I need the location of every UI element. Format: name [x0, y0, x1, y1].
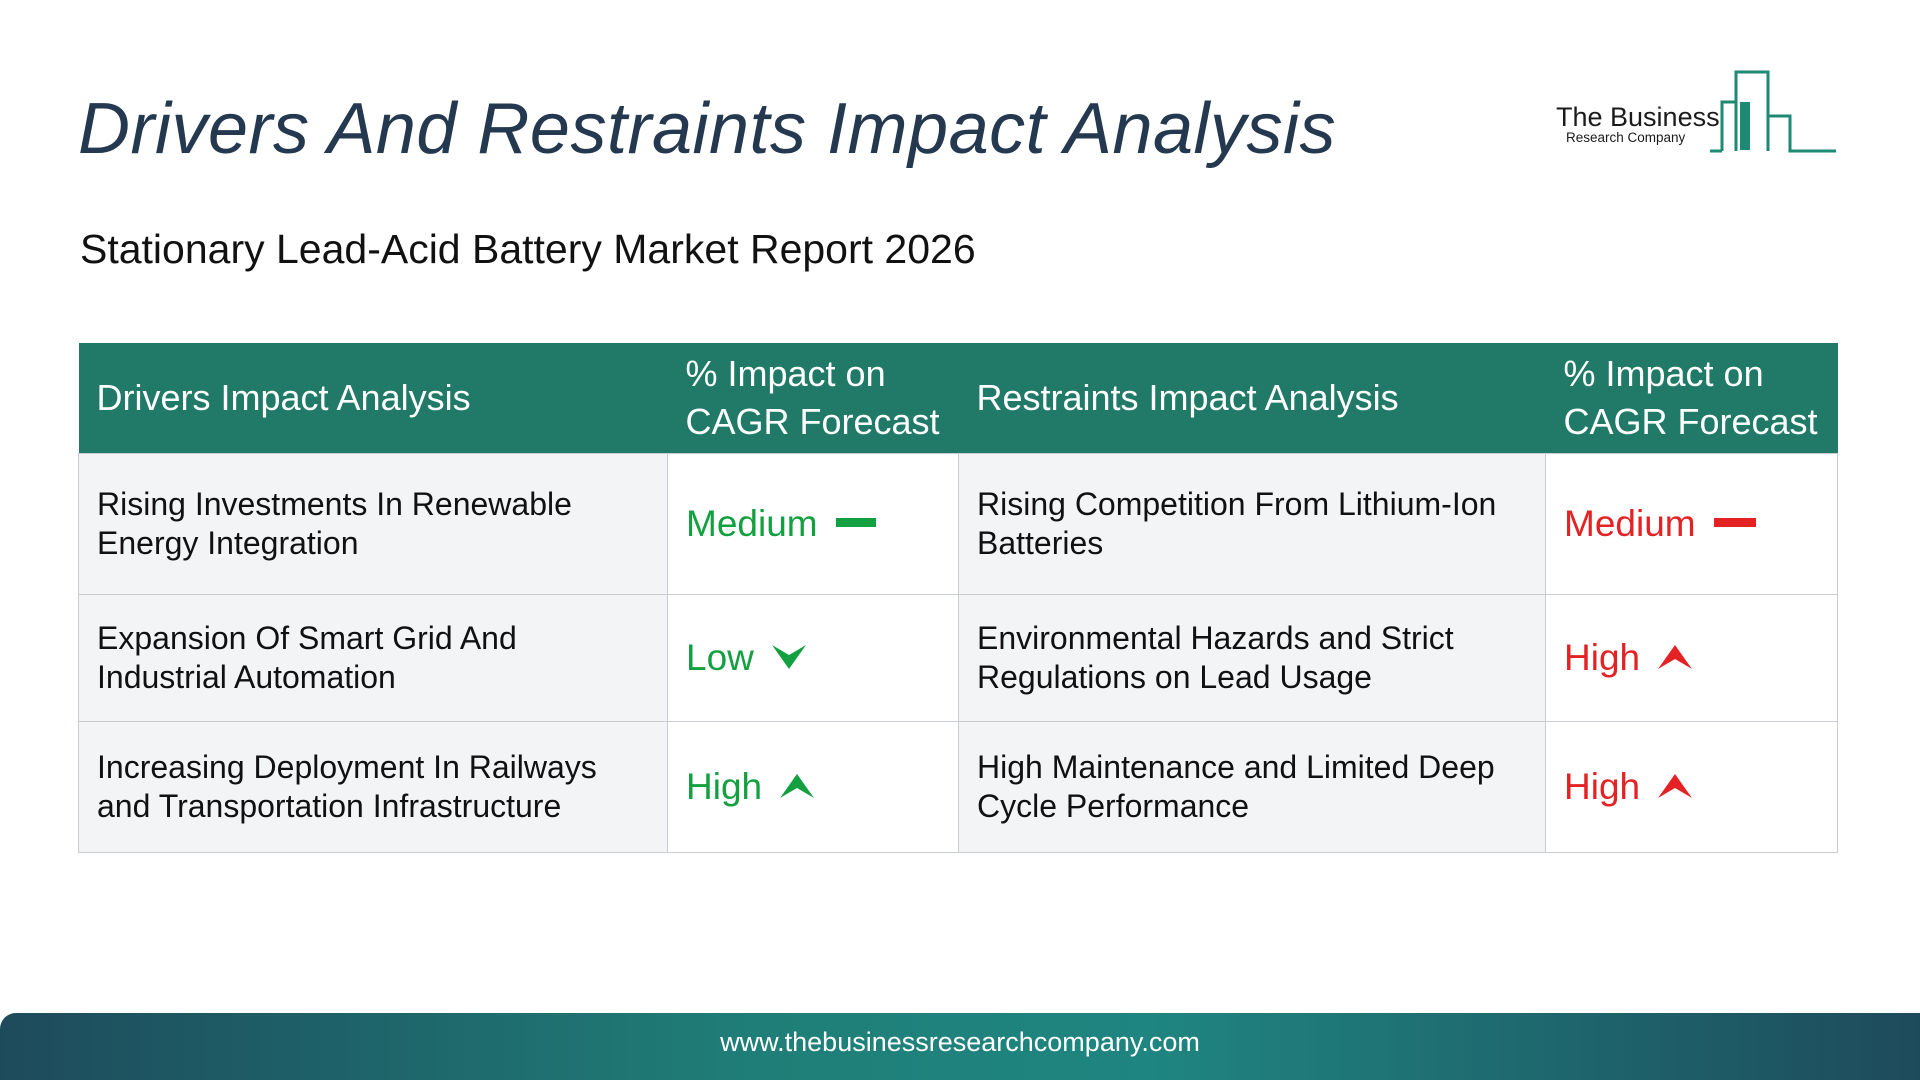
restraint-impact-cell: High: [1545, 594, 1838, 722]
arrow-down-icon: [771, 645, 806, 669]
page-title: Drivers And Restraints Impact Analysis: [78, 89, 1337, 169]
table-row: Rising Investments In Renewable Energy I…: [78, 453, 1838, 595]
dash-icon: [1713, 518, 1756, 527]
logo-buildings-icon: [1710, 70, 1836, 153]
arrow-up-icon: [1658, 774, 1693, 798]
impact-table: Drivers Impact Analysis % Impact on CAGR…: [78, 343, 1838, 853]
logo-tagline: Research Company: [1566, 130, 1686, 145]
impact-level-label: High: [1564, 636, 1641, 678]
dash-icon: [835, 518, 876, 527]
driver-cell: Expansion Of Smart Grid And Industrial A…: [78, 594, 668, 722]
arrow-up-icon: [780, 774, 815, 798]
driver-cell: Increasing Deployment In Railways and Tr…: [78, 721, 668, 853]
restraint-impact-cell: Medium: [1545, 453, 1838, 595]
restraint-impact-cell: High: [1545, 721, 1838, 853]
company-logo: The Business Research Company: [1550, 66, 1840, 156]
impact-level-label: Medium: [1564, 502, 1696, 544]
impact-level: Medium: [1564, 504, 1756, 543]
header-restraints: Restraints Impact Analysis: [958, 343, 1546, 454]
header-drivers: Drivers Impact Analysis: [78, 343, 668, 454]
restraint-cell: Rising Competition From Lithium-Ion Batt…: [958, 453, 1546, 595]
restraint-cell: High Maintenance and Limited Deep Cycle …: [958, 721, 1546, 853]
impact-level-label: Low: [686, 636, 754, 678]
impact-level: Medium: [686, 504, 876, 543]
driver-impact-cell: Low: [667, 594, 959, 722]
impact-level: Low: [686, 638, 806, 677]
impact-level-label: High: [686, 765, 763, 807]
driver-cell: Rising Investments In Renewable Energy I…: [78, 453, 668, 595]
header-drivers-impact: % Impact on CAGR Forecast: [667, 343, 959, 454]
table-header-row: Drivers Impact Analysis % Impact on CAGR…: [78, 343, 1838, 454]
impact-level: High: [1564, 765, 1693, 807]
driver-impact-cell: High: [667, 721, 959, 853]
impact-level: High: [686, 765, 815, 807]
table-row: Expansion Of Smart Grid And Industrial A…: [78, 594, 1838, 722]
report-subtitle: Stationary Lead-Acid Battery Market Repo…: [80, 226, 976, 272]
impact-level: High: [1564, 636, 1693, 678]
impact-level-label: Medium: [686, 502, 818, 544]
restraint-cell: Environmental Hazards and Strict Regulat…: [958, 594, 1546, 722]
arrow-up-icon: [1658, 645, 1693, 669]
impact-level-label: High: [1564, 765, 1641, 807]
driver-impact-cell: Medium: [667, 453, 959, 595]
footer-website-link[interactable]: www.thebusinessresearchcompany.com: [720, 1027, 1200, 1057]
table-row: Increasing Deployment In Railways and Tr…: [78, 721, 1838, 853]
header-restraints-impact: % Impact on CAGR Forecast: [1545, 343, 1838, 454]
logo-name: The Business: [1556, 102, 1720, 132]
footer-bar: www.thebusinessresearchcompany.com: [0, 1013, 1920, 1080]
